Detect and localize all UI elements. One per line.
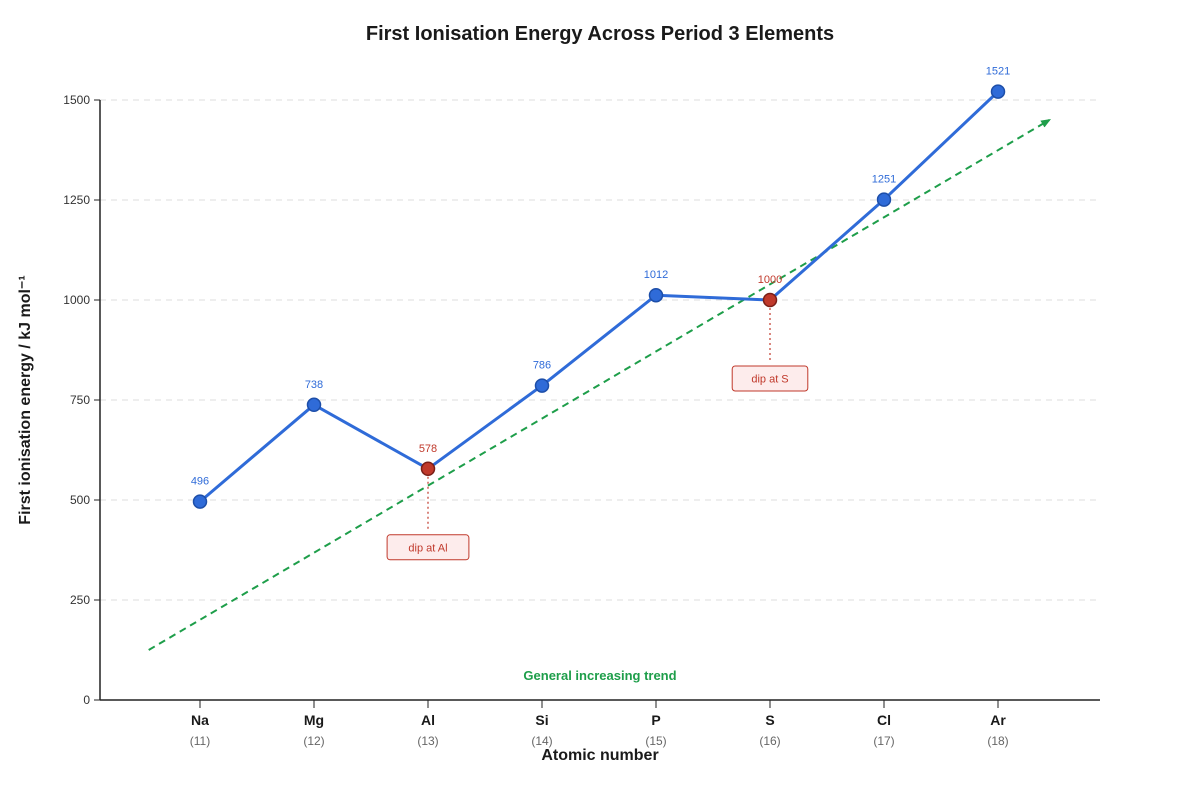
- atomic-number-label: (14): [531, 734, 552, 748]
- atomic-number-label: (15): [645, 734, 666, 748]
- data-series: 496 738 578 786 1012 1000 1251 1521: [191, 66, 1010, 509]
- chart-title: First Ionisation Energy Across Period 3 …: [366, 23, 834, 45]
- y-axis-label: First ionisation energy / kJ mol⁻¹: [17, 275, 34, 524]
- data-label: 1521: [986, 66, 1010, 78]
- atomic-number-label: (16): [759, 734, 780, 748]
- annotation-text: dip at Al: [408, 542, 447, 554]
- y-tick-label: 750: [70, 393, 90, 407]
- x-tick-label: Na: [191, 712, 209, 728]
- data-point: [534, 378, 550, 393]
- data-point: [192, 494, 208, 509]
- data-label: 786: [533, 360, 551, 372]
- x-tick-label: Mg: [304, 712, 324, 728]
- x-tick-labels: Na (11) Mg (12) Al (13) Si (14) P (15) S (16) Cl (17)…: [190, 700, 1009, 748]
- trend-label: General increasing trend: [523, 668, 676, 683]
- atomic-number-label: (11): [190, 734, 210, 748]
- x-tick-label: Si: [535, 712, 548, 728]
- atomic-number-label: (12): [303, 734, 324, 748]
- data-label: 1251: [872, 174, 896, 186]
- data-point: [306, 397, 322, 413]
- atomic-number-label: (17): [873, 734, 894, 748]
- x-tick-label: P: [651, 712, 660, 728]
- y-tick-label: 1250: [63, 193, 90, 207]
- x-axis-label: Atomic number: [541, 747, 658, 764]
- data-label: 738: [305, 379, 323, 391]
- data-point: [648, 287, 664, 303]
- y-tick-label: 1000: [63, 293, 90, 307]
- data-label: 1012: [644, 269, 668, 281]
- data-label: 578: [419, 443, 437, 455]
- data-label: 496: [191, 476, 209, 488]
- annotation-box: [731, 365, 809, 392]
- series-line: [199, 90, 1000, 503]
- x-tick-label: Cl: [877, 712, 891, 728]
- y-tick-label: 500: [70, 493, 90, 507]
- annotation-text: dip at S: [751, 374, 788, 386]
- trend-arrow: [148, 118, 1052, 651]
- annotation-box: [386, 534, 470, 561]
- data-label: 1000: [758, 274, 782, 286]
- x-tick-label: Al: [421, 712, 435, 728]
- y-tick-label: 1500: [63, 93, 90, 107]
- annotations: dip at Al dip at S: [386, 308, 809, 561]
- data-point: [762, 292, 778, 308]
- data-point: [420, 461, 436, 477]
- atomic-number-label: (13): [417, 734, 438, 748]
- atomic-number-label: (18): [987, 734, 1008, 748]
- y-tick-labels: 0 250 500 750 1000 1250 1500: [63, 93, 100, 707]
- y-tick-label: 250: [70, 593, 90, 607]
- x-tick-label: S: [765, 712, 774, 728]
- x-tick-label: Ar: [990, 712, 1006, 728]
- data-point: [876, 192, 892, 207]
- y-tick-label: 0: [83, 693, 90, 707]
- gridlines: [100, 99, 1100, 601]
- data-point: [990, 84, 1006, 99]
- trend-group: General increasing trend: [148, 118, 1052, 683]
